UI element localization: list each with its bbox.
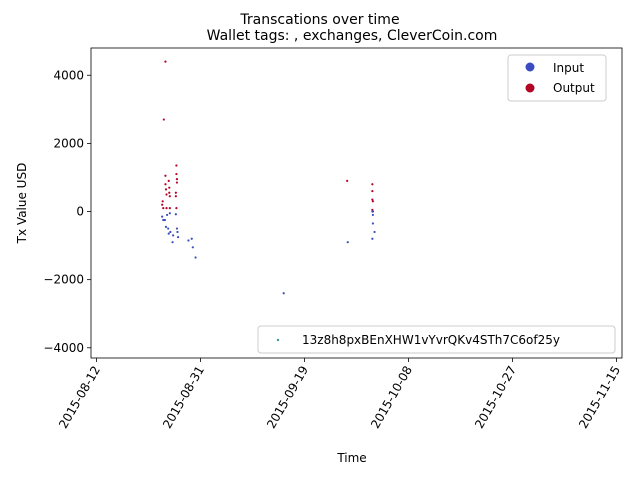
input-point bbox=[371, 237, 374, 240]
y-tick-label: −4000 bbox=[43, 341, 84, 355]
y-tick-label: 2000 bbox=[53, 136, 84, 150]
x-axis-label: Time bbox=[336, 451, 366, 465]
input-point bbox=[167, 232, 170, 235]
input-point bbox=[164, 225, 168, 228]
input-point bbox=[175, 227, 179, 230]
plot-area: 2015-08-12 2015-08-31 2015-09-19 2015-10-08… bbox=[43, 47, 623, 431]
wallet-legend-frame bbox=[257, 325, 616, 354]
data-points bbox=[161, 60, 376, 295]
series-legend: Input Output bbox=[507, 54, 607, 102]
output-point bbox=[174, 195, 177, 198]
wallet-legend: 13z8h8pxBEnXHW1vYvrQKv4STh7C6of25y bbox=[257, 325, 616, 354]
input-point bbox=[167, 227, 170, 230]
input-point bbox=[172, 234, 175, 237]
y-tick-label: 0 bbox=[76, 205, 84, 219]
legend-wallet-label: 13z8h8pxBEnXHW1vYvrQKv4STh7C6of25y bbox=[302, 333, 560, 347]
input-point bbox=[187, 239, 190, 242]
output-point bbox=[164, 183, 167, 186]
output-point bbox=[371, 208, 374, 211]
input-point bbox=[282, 292, 285, 295]
output-point bbox=[162, 207, 165, 210]
input-point bbox=[373, 230, 376, 234]
x-tick-label: 2015-09-19 bbox=[264, 364, 311, 431]
output-point bbox=[371, 198, 374, 201]
output-point bbox=[168, 207, 171, 210]
x-tick-label: 2015-10-27 bbox=[472, 364, 519, 431]
output-point bbox=[175, 164, 178, 167]
x-axis: 2015-08-12 2015-08-31 2015-09-19 2015-10-08… bbox=[56, 358, 623, 431]
output-point bbox=[165, 193, 168, 196]
input-point bbox=[171, 241, 174, 244]
output-point bbox=[168, 191, 171, 194]
legend-input-label: Input bbox=[553, 61, 584, 75]
y-tick-label: 4000 bbox=[53, 68, 84, 82]
output-point bbox=[175, 172, 178, 176]
input-point bbox=[176, 235, 180, 239]
input-point bbox=[168, 212, 171, 215]
output-point bbox=[161, 203, 164, 206]
input-point bbox=[346, 241, 349, 244]
input-point bbox=[371, 213, 375, 217]
legend-input-marker bbox=[525, 62, 535, 72]
input-point bbox=[176, 230, 179, 234]
output-point bbox=[371, 200, 375, 203]
output-point bbox=[165, 207, 168, 210]
input-point bbox=[191, 246, 194, 249]
input-point bbox=[162, 218, 165, 222]
input-point bbox=[161, 215, 164, 218]
input-point bbox=[371, 222, 375, 225]
input-point bbox=[194, 256, 197, 259]
y-axis: 4000 2000 0 −2000 −4000 bbox=[43, 68, 91, 355]
input-point bbox=[165, 213, 169, 217]
output-point bbox=[371, 183, 374, 186]
output-point bbox=[162, 118, 165, 121]
output-point bbox=[175, 181, 179, 184]
plot-frame bbox=[90, 47, 623, 359]
output-point bbox=[168, 186, 171, 189]
chart-title: Wallet tags: , exchanges, CleverCoin.com bbox=[207, 28, 498, 44]
output-point bbox=[168, 195, 171, 198]
input-point bbox=[190, 237, 193, 240]
chart-suptitle: Transcations over time bbox=[239, 12, 399, 28]
input-point bbox=[371, 210, 374, 213]
legend-output-label: Output bbox=[553, 81, 595, 95]
x-tick-label: 2015-10-08 bbox=[368, 364, 415, 431]
output-point bbox=[175, 207, 178, 210]
output-point bbox=[346, 179, 349, 182]
y-tick-label: −2000 bbox=[43, 273, 84, 287]
x-tick-label: 2015-11-15 bbox=[576, 364, 623, 431]
x-tick-label: 2015-08-12 bbox=[56, 364, 103, 431]
output-point bbox=[164, 60, 167, 63]
x-tick-label: 2015-08-31 bbox=[160, 364, 207, 431]
input-point bbox=[169, 230, 172, 234]
input-point bbox=[163, 218, 166, 222]
output-point bbox=[174, 191, 177, 194]
legend-wallet-marker bbox=[276, 338, 280, 342]
input-point bbox=[174, 213, 177, 216]
legend-output-marker bbox=[525, 83, 535, 93]
output-point bbox=[164, 174, 167, 177]
y-axis-label: Tx Value USD bbox=[15, 163, 29, 245]
output-point bbox=[161, 200, 164, 203]
output-point bbox=[164, 188, 168, 191]
output-point bbox=[175, 178, 179, 181]
output-point bbox=[371, 189, 374, 193]
output-point bbox=[167, 179, 170, 182]
